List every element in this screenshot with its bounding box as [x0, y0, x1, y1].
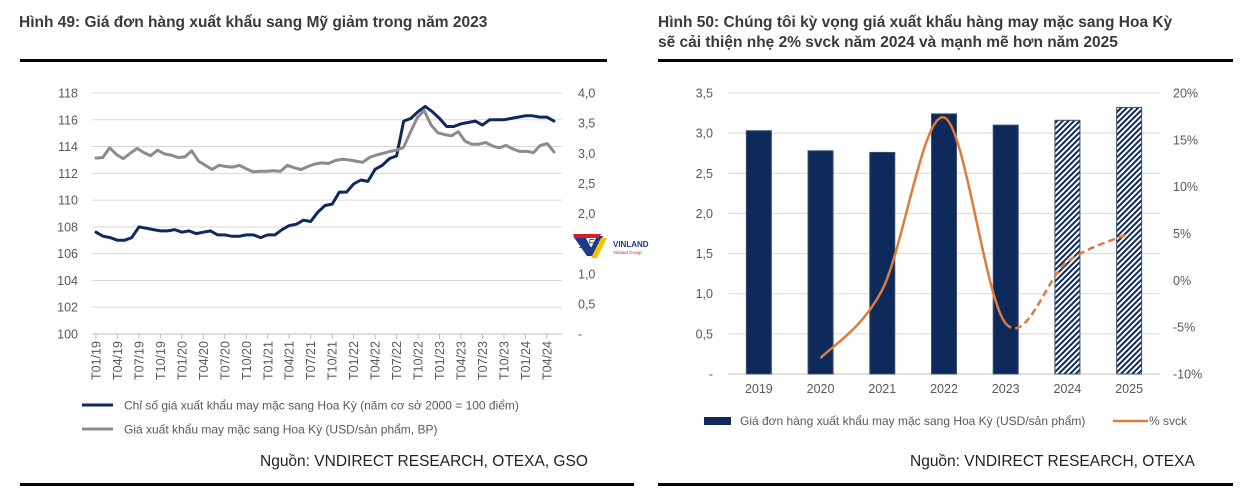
left-y2-tick-label: 0,5	[578, 297, 595, 311]
right-bottom-rule	[658, 483, 1233, 486]
left-x-tick-label: T07/22	[390, 341, 404, 380]
right-y-tick-label: 3,0	[696, 127, 713, 141]
left-x-tick-label: T01/20	[175, 341, 189, 380]
right-y-tick-label: 1,5	[696, 247, 713, 261]
right-x-tick-label: 2023	[992, 382, 1020, 396]
watermark-logo: VINLAND Vinland Group	[571, 232, 671, 260]
left-legend-label: Chỉ số giá xuất khẩu may mặc sang Hoa Kỳ…	[124, 399, 519, 413]
left-y2-tick-label: 4,0	[578, 87, 595, 101]
right-y-tick-label: 3,5	[696, 87, 713, 101]
right-x-tick-label: 2021	[868, 382, 896, 396]
logo-red-stripe	[573, 234, 601, 238]
yoy-growth-line	[819, 116, 1007, 359]
left-y-tick-label: 118	[58, 87, 78, 101]
left-x-tick-label: T01/23	[433, 341, 447, 380]
left-y-tick-label: 108	[57, 220, 78, 234]
right-y-tick-label: 0,5	[696, 327, 713, 341]
price-bar-2022	[931, 113, 957, 375]
left-y2-tick-label: 2,5	[578, 177, 595, 191]
price-index-line	[94, 104, 556, 242]
left-x-tick-label: T07/23	[476, 341, 490, 380]
left-y-tick-label: 102	[57, 301, 78, 315]
right-legend-bar-label: Giá đơn hàng xuất khẩu may mặc sang Hoa …	[740, 414, 1085, 428]
logo-text: VINLAND	[613, 240, 649, 249]
left-top-rule	[20, 59, 607, 62]
right-legend-line-label: % svck	[1149, 414, 1188, 428]
left-x-tick-label: T04/24	[540, 341, 554, 380]
left-y-tick-label: 100	[57, 328, 78, 342]
price-bar-2023	[992, 124, 1019, 375]
left-x-tick-label: T04/21	[283, 341, 297, 380]
right-title-line1: Hình 50: Chúng tôi kỳ vọng giá xuất khẩu…	[658, 14, 1173, 31]
left-x-tick-label: T10/21	[326, 341, 340, 380]
left-x-tick-label: T04/19	[111, 341, 125, 380]
left-x-tick-label: T10/19	[154, 341, 168, 380]
right-figure-title: Hình 50: Chúng tôi kỳ vọng giá xuất khẩu…	[658, 13, 1172, 53]
left-y2-tick-label: 3,0	[578, 147, 595, 161]
right-x-tick-label: 2024	[1054, 382, 1082, 396]
right-y2-tick-label: 15%	[1173, 133, 1198, 147]
right-top-rule	[658, 59, 1233, 62]
left-y-tick-label: 104	[57, 274, 78, 288]
left-x-tick-label: T04/20	[197, 341, 211, 380]
logo-yellow-stripe	[591, 238, 607, 258]
price-bar-2025	[1116, 106, 1143, 375]
right-y-tick-label: 1,0	[696, 287, 713, 301]
right-title-line2: sẽ cải thiện nhẹ 2% svck năm 2024 và mạn…	[658, 34, 1118, 51]
right-y2-tick-label: 10%	[1173, 180, 1198, 194]
right-y2-tick-label: -5%	[1173, 321, 1195, 335]
right-source: Nguồn: VNDIRECT RESEARCH, OTEXA	[910, 453, 1195, 470]
left-y2-tick-label: 2,0	[578, 207, 595, 221]
right-x-tick-label: 2019	[745, 382, 773, 396]
left-x-tick-label: T07/21	[304, 341, 318, 380]
right-y-tick-label: 2,5	[696, 167, 713, 181]
left-source: Nguồn: VNDIRECT RESEARCH, OTEXA, GSO	[260, 453, 588, 470]
right-y2-tick-label: -10%	[1173, 368, 1202, 382]
left-x-tick-label: T01/19	[90, 341, 104, 380]
left-x-tick-label: T07/19	[132, 341, 146, 380]
right-x-tick-label: 2020	[807, 382, 835, 396]
left-x-tick-label: T07/20	[218, 341, 232, 380]
right-y2-tick-label: 0%	[1173, 274, 1191, 288]
left-x-tick-label: T10/23	[497, 341, 511, 380]
right-legend-bar-swatch	[704, 417, 731, 425]
left-x-tick-label: T04/22	[369, 341, 383, 380]
left-figure-title: Hình 49: Giá đơn hàng xuất khẩu sang Mỹ …	[19, 14, 488, 31]
price-bar-2019	[745, 130, 772, 375]
left-y2-tick-label: 3,5	[578, 117, 595, 131]
logo-subtext: Vinland Group	[613, 250, 642, 255]
left-bottom-rule	[20, 483, 634, 486]
left-y2-tick-label: 1,0	[578, 267, 595, 281]
left-y-tick-label: 116	[58, 113, 78, 127]
left-y-tick-label: 114	[58, 140, 78, 154]
right-y-tick-label: 2,0	[696, 207, 713, 221]
left-x-tick-label: T10/20	[240, 341, 254, 380]
left-y-tick-label: 110	[58, 194, 78, 208]
left-x-tick-label: T10/22	[412, 341, 426, 380]
left-legend-label: Giá xuất khẩu may mặc sang Hoa Kỳ (USD/s…	[124, 423, 437, 437]
right-y2-tick-label: 5%	[1173, 227, 1191, 241]
export-price-line	[94, 109, 556, 174]
price-bar-2020	[807, 150, 834, 375]
yoy-growth-forecast-line	[1004, 232, 1130, 330]
left-y-tick-label: 106	[57, 247, 78, 261]
price-bar-2024	[1054, 119, 1081, 375]
left-x-tick-label: T01/22	[347, 341, 361, 380]
left-y-tick-label: 112	[58, 167, 78, 181]
left-x-tick-label: T04/23	[454, 341, 468, 380]
left-x-tick-label: T01/24	[519, 341, 533, 380]
right-x-tick-label: 2025	[1115, 382, 1143, 396]
right-y-tick-label: -	[709, 368, 713, 382]
left-x-tick-label: T01/21	[261, 341, 275, 380]
price-bar-2021	[869, 151, 896, 375]
right-y2-tick-label: 20%	[1173, 87, 1198, 101]
right-x-tick-label: 2022	[930, 382, 958, 396]
left-y2-tick-label: -	[578, 328, 582, 342]
